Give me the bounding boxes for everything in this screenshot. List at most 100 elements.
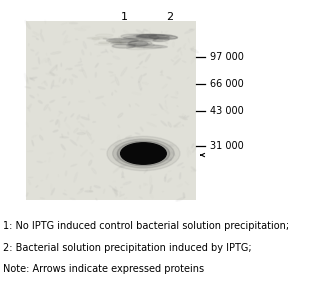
Ellipse shape [113,139,174,168]
Ellipse shape [89,160,92,165]
Ellipse shape [117,154,119,160]
Ellipse shape [96,198,97,200]
Ellipse shape [71,114,74,117]
Text: 66 000: 66 000 [210,79,244,89]
Ellipse shape [145,157,146,159]
Ellipse shape [164,177,166,182]
Ellipse shape [38,100,42,103]
Ellipse shape [149,35,177,39]
Ellipse shape [113,41,121,44]
Ellipse shape [165,152,168,158]
Ellipse shape [128,37,147,39]
Ellipse shape [166,159,171,160]
Ellipse shape [122,155,125,158]
Ellipse shape [177,106,178,107]
Ellipse shape [120,141,122,142]
Ellipse shape [62,97,66,98]
Ellipse shape [137,34,156,37]
Ellipse shape [129,104,130,107]
Ellipse shape [130,34,142,37]
Ellipse shape [85,191,93,192]
Ellipse shape [186,116,189,118]
Ellipse shape [90,186,91,189]
Ellipse shape [128,41,148,46]
Ellipse shape [25,87,31,88]
Ellipse shape [53,130,58,132]
Ellipse shape [176,197,185,201]
Ellipse shape [68,68,72,70]
Text: 97 000: 97 000 [210,52,244,62]
Ellipse shape [107,38,139,43]
Text: 1: No IPTG induced control bacterial solution precipitation;: 1: No IPTG induced control bacterial sol… [3,221,289,231]
Ellipse shape [165,42,168,44]
Ellipse shape [127,45,167,48]
Ellipse shape [116,159,124,161]
Ellipse shape [142,31,144,36]
Ellipse shape [60,137,68,138]
Ellipse shape [70,140,77,146]
Ellipse shape [136,67,139,68]
Ellipse shape [140,61,143,64]
Ellipse shape [112,44,135,48]
Ellipse shape [112,93,113,95]
Ellipse shape [134,34,169,38]
Text: 1: 1 [120,12,127,22]
Ellipse shape [55,120,58,125]
Ellipse shape [139,75,142,82]
Ellipse shape [161,121,167,126]
Ellipse shape [36,186,38,187]
Ellipse shape [144,29,148,31]
Ellipse shape [95,63,98,68]
Text: 31 000: 31 000 [210,141,244,151]
Ellipse shape [129,41,152,46]
Ellipse shape [113,189,118,195]
Ellipse shape [81,117,89,120]
Ellipse shape [68,102,70,105]
Ellipse shape [81,188,83,190]
Ellipse shape [49,65,57,73]
Ellipse shape [122,172,124,177]
Ellipse shape [103,38,142,42]
Ellipse shape [183,193,185,197]
Ellipse shape [179,173,181,179]
Ellipse shape [105,49,108,53]
Ellipse shape [30,95,34,98]
Ellipse shape [99,42,109,44]
Ellipse shape [154,37,171,40]
Ellipse shape [141,39,156,41]
Ellipse shape [76,39,78,40]
Ellipse shape [63,79,66,84]
Ellipse shape [101,51,106,53]
Ellipse shape [136,36,160,39]
Ellipse shape [127,45,163,50]
Text: 2: 2 [166,12,173,22]
Ellipse shape [38,87,45,89]
Ellipse shape [119,165,127,168]
Ellipse shape [122,177,124,178]
Ellipse shape [168,122,171,127]
Ellipse shape [77,133,85,134]
Ellipse shape [183,125,184,126]
Ellipse shape [117,141,170,166]
Ellipse shape [32,140,34,146]
Ellipse shape [118,113,123,118]
Ellipse shape [50,100,55,103]
Ellipse shape [121,143,166,164]
Ellipse shape [109,39,137,42]
Ellipse shape [94,186,100,188]
Text: 2: Bacterial solution precipitation induced by IPTG;: 2: Bacterial solution precipitation indu… [3,243,252,253]
Ellipse shape [30,78,35,81]
Ellipse shape [150,185,153,193]
Ellipse shape [126,135,131,138]
Text: 43 000: 43 000 [210,106,244,115]
Ellipse shape [51,80,54,89]
Ellipse shape [61,144,66,150]
Ellipse shape [30,77,37,79]
Ellipse shape [61,63,62,66]
Ellipse shape [37,38,38,40]
Ellipse shape [159,104,163,109]
Ellipse shape [124,35,165,39]
Ellipse shape [38,57,40,64]
Ellipse shape [125,146,132,150]
Text: Note: Arrows indicate expressed proteins: Note: Arrows indicate expressed proteins [3,264,204,274]
